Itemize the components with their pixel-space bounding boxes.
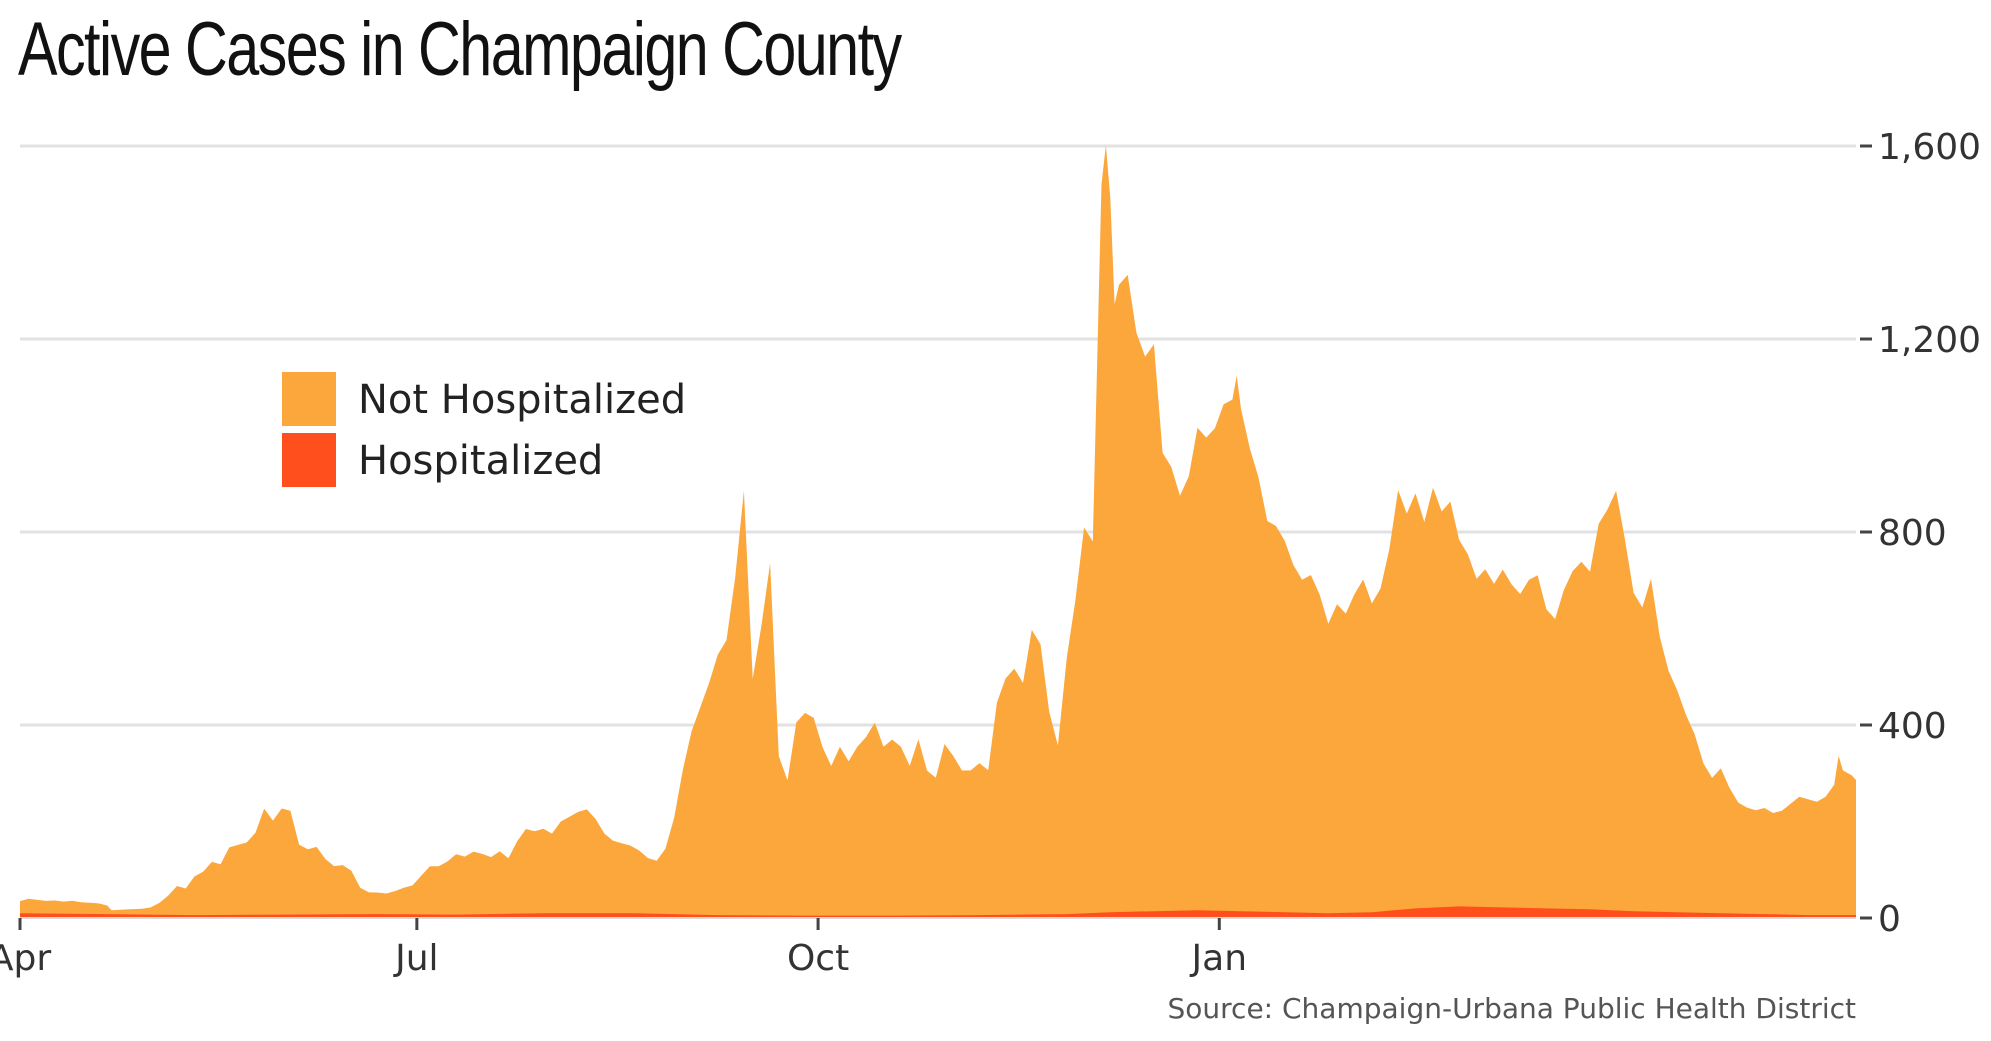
axes: 0 400 800 1,200 1,600 Apr Jul Oct Jan	[0, 127, 1981, 979]
legend-swatch-hospitalized	[282, 433, 336, 487]
y-tick-label-800: 800	[1878, 513, 1947, 554]
legend: Not Hospitalized Hospitalized	[282, 372, 686, 487]
y-tick-label-0: 0	[1878, 899, 1901, 940]
source-note: Source: Champaign-Urbana Public Health D…	[1168, 992, 1857, 1025]
y-tick-label-400: 400	[1878, 706, 1947, 747]
legend-swatch-not-hospitalized	[282, 372, 336, 426]
y-tick-label-1200: 1,200	[1878, 320, 1981, 361]
x-tick-label-oct: Oct	[787, 938, 849, 979]
area-not-hospitalized	[20, 145, 1856, 918]
x-tick-label-jul: Jul	[393, 938, 438, 979]
area-hospitalized	[20, 906, 1856, 918]
y-tick-label-1600: 1,600	[1878, 127, 1981, 168]
x-tick-label-jan: Jan	[1190, 938, 1248, 979]
area-series	[20, 145, 1856, 918]
legend-label-hospitalized: Hospitalized	[358, 438, 603, 484]
chart-title: Active Cases in Champaign County	[18, 7, 902, 92]
x-tick-label-apr: Apr	[0, 938, 51, 979]
legend-label-not-hospitalized: Not Hospitalized	[358, 377, 686, 423]
